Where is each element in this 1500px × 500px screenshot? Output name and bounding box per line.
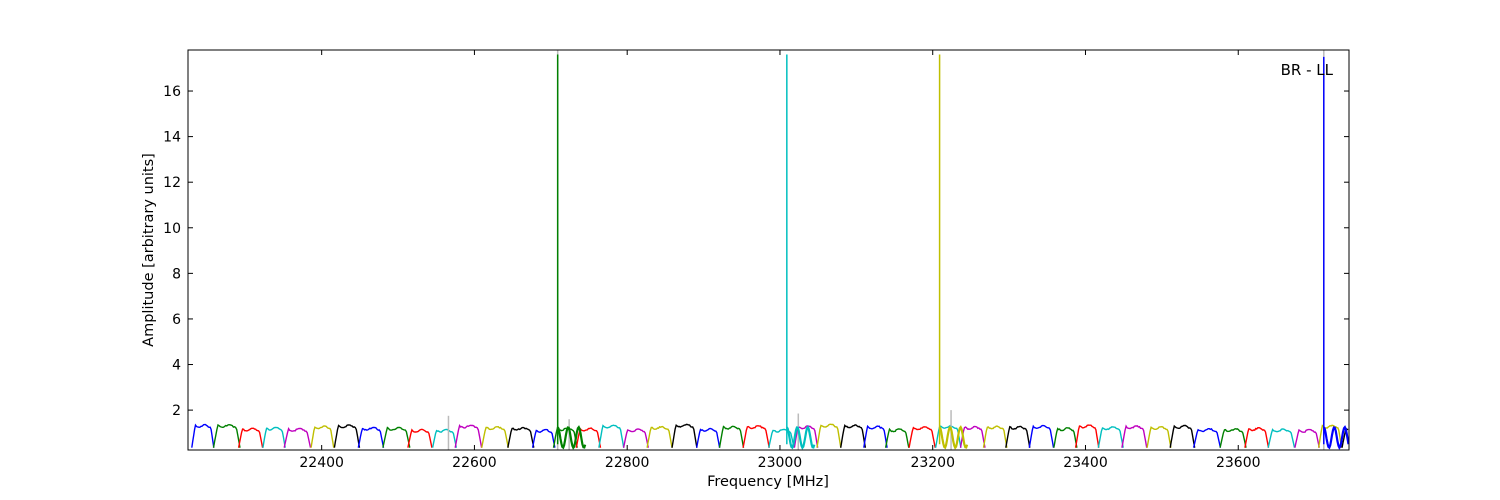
x-tick-label: 22400 (299, 455, 344, 471)
y-tick-label: 10 (163, 221, 181, 237)
x-axis-label: Frequency [MHz] (707, 474, 829, 490)
channel-series-line (481, 425, 509, 448)
y-axis-label: Amplitude [arbitrary units] (141, 153, 157, 347)
channel-series-line (237, 427, 264, 448)
channel-series-line (696, 427, 721, 448)
y-tick-label: 8 (172, 266, 181, 282)
channel-series-line (191, 423, 215, 448)
plot-background (188, 50, 1349, 450)
marker-layer (447, 50, 1350, 450)
channel-series-line (1192, 428, 1222, 448)
channel-series-line (1341, 427, 1349, 448)
channel-series-line (382, 426, 411, 448)
spike-ripple-line (785, 425, 816, 450)
channel-series-line (646, 425, 673, 448)
channel-series-line (816, 423, 842, 448)
channel-series-line (1074, 424, 1100, 448)
channel-series-line (1146, 425, 1172, 448)
channel-series-line (283, 427, 312, 448)
channel-series-line (1294, 428, 1320, 448)
y-tick-label: 2 (172, 403, 181, 419)
channel-series-line (1121, 424, 1148, 448)
channel-series-line (718, 425, 745, 448)
channel-series-line (959, 425, 986, 448)
y-axis-ticks: 2 4 6 8 10 12 14 16 (163, 84, 1349, 419)
spike-ripple-line (1322, 425, 1350, 450)
x-tick-label: 23400 (1063, 455, 1108, 471)
series-layer (191, 423, 1349, 448)
channel-series-line (768, 428, 795, 448)
y-tick-label: 14 (163, 130, 181, 146)
channel-series-line (1097, 426, 1124, 448)
spike-ripple-line (938, 425, 969, 450)
channel-series-line (908, 426, 936, 448)
channel-series-line (1005, 425, 1031, 448)
channel-series-line (982, 425, 1008, 448)
channel-series-line (1317, 424, 1343, 448)
channel-series-line (884, 427, 910, 448)
channel-series-line (431, 428, 457, 448)
x-axis-ticks: 22400 22600 22800 23000 23200 23400 23600 (299, 50, 1261, 471)
channel-series-line (507, 426, 535, 448)
y-tick-label: 12 (163, 175, 181, 191)
y-tick-label: 4 (172, 358, 181, 374)
y-tick-label: 6 (172, 312, 181, 328)
baseline-annotation: BR - LL (1281, 61, 1334, 79)
y-tick-label: 16 (163, 84, 181, 100)
channel-series-line (1169, 424, 1196, 448)
spike-ripple-line (556, 425, 587, 450)
channel-series-line (212, 423, 241, 448)
channel-series-line (407, 428, 433, 448)
channel-series-line (1219, 427, 1247, 448)
x-tick-label: 23000 (758, 455, 803, 471)
channel-series-line (840, 423, 867, 448)
x-tick-label: 22600 (452, 455, 497, 471)
channel-series-line (262, 426, 286, 448)
channel-series-line (454, 424, 483, 448)
x-tick-label: 23200 (910, 455, 955, 471)
x-tick-label: 22800 (605, 455, 650, 471)
channel-series-line (310, 425, 335, 448)
channel-series-line (622, 428, 649, 448)
channel-series-line (1053, 427, 1078, 448)
channel-series-line (1267, 428, 1296, 448)
x-tick-label: 23600 (1216, 455, 1261, 471)
channel-series-line (531, 428, 556, 448)
channel-series-line (1244, 426, 1270, 448)
channel-series-line (671, 423, 698, 448)
channel-series-line (1028, 424, 1055, 448)
channel-series-line (333, 424, 361, 448)
channel-series-line (598, 424, 625, 448)
channel-series-line (357, 426, 385, 448)
channel-series-line (742, 425, 770, 448)
channel-series-line (863, 424, 888, 448)
plot-frame (187, 49, 1350, 451)
